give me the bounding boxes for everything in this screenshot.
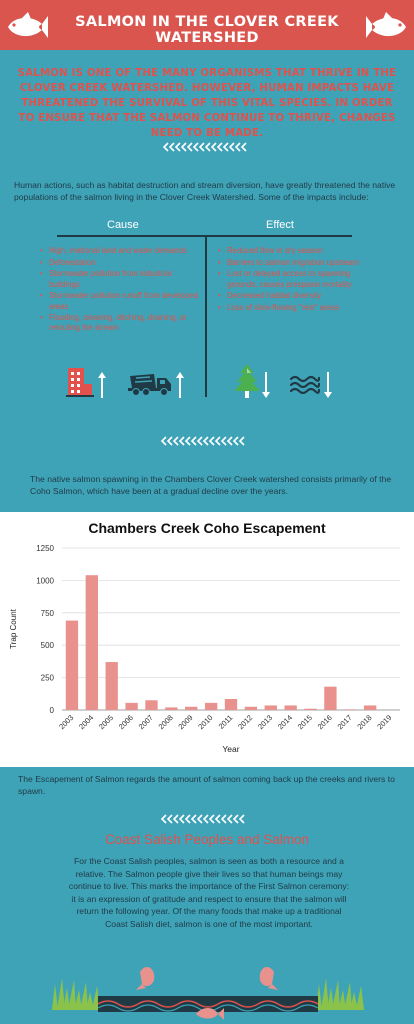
y-tick-label: 1250 <box>36 544 54 553</box>
cause-item: Flooding, cleaning, ditching, draining, … <box>40 313 200 333</box>
cause-effect-rule <box>57 235 352 237</box>
jumping-salmon-icon <box>259 966 278 990</box>
bar <box>284 705 297 710</box>
jumping-salmon-icon <box>136 966 155 990</box>
salish-title: Coast Salish Peoples and Salmon <box>104 832 310 847</box>
bar <box>264 705 277 710</box>
effect-item: Reduced flow in dry season <box>218 246 368 256</box>
bar <box>165 707 178 710</box>
arrow-up-icon <box>176 372 184 398</box>
chevron-divider <box>160 814 245 824</box>
x-tick-label: 2009 <box>176 713 194 731</box>
bar <box>364 705 377 710</box>
bar <box>344 709 357 710</box>
x-tick-label: 2016 <box>316 713 334 731</box>
y-tick-label: 250 <box>41 674 55 683</box>
cause-heading: Cause <box>107 219 139 231</box>
x-tick-label: 2018 <box>355 713 373 731</box>
x-tick-label: 2003 <box>57 713 75 731</box>
salmon-left-icon <box>8 12 48 38</box>
y-tick-label: 750 <box>41 609 55 618</box>
cause-item: Stormwater pollution runoff from develop… <box>40 291 200 311</box>
effect-heading: Effect <box>266 219 294 231</box>
cause-effect-divider <box>205 237 207 397</box>
tree-icon <box>234 364 260 398</box>
y-tick-label: 1000 <box>36 576 54 585</box>
salmon-right-icon <box>366 12 406 38</box>
bar <box>304 708 317 710</box>
bar <box>125 702 138 710</box>
x-tick-label: 2019 <box>375 713 393 731</box>
chevron-divider <box>160 436 245 446</box>
chevron-divider <box>162 142 247 152</box>
x-tick-label: 2007 <box>137 713 155 731</box>
bar <box>145 700 158 710</box>
x-tick-label: 2008 <box>157 713 175 731</box>
x-tick-label: 2004 <box>77 713 95 731</box>
factory-icon <box>66 368 94 397</box>
effect-item: Lost or delayed access to spawning groun… <box>218 269 368 289</box>
x-tick-label: 2014 <box>276 713 294 731</box>
cause-item: Deforestation <box>40 258 200 268</box>
grass-right-icon <box>316 978 364 1010</box>
salish-text: For the Coast Salish peoples, salmon is … <box>68 856 350 929</box>
cause-item: Stormwater pollution from industrial bui… <box>40 269 200 289</box>
water-waves-icon <box>290 375 320 394</box>
y-tick-label: 0 <box>50 706 55 715</box>
effect-list: Reduced flow in dry season Barriers to s… <box>218 246 368 315</box>
arrow-down-icon <box>262 372 270 398</box>
x-tick-label: 2010 <box>196 713 214 731</box>
bar <box>105 662 118 710</box>
x-tick-label: 2006 <box>117 713 135 731</box>
bar <box>244 706 258 710</box>
chart-panel: Chambers Creek Coho Escapement 0 250 500 75… <box>0 512 414 767</box>
cement-truck-icon <box>128 374 171 396</box>
effect-item: Barriers to salmon migration upstream <box>218 258 368 268</box>
x-tick-label: 2012 <box>236 713 254 731</box>
y-axis-label: Trap Count <box>9 608 18 649</box>
cause-list: High, irrational land and water demands … <box>40 246 200 335</box>
bar <box>224 698 238 710</box>
x-axis-label: Year <box>222 744 239 754</box>
escapement-text: The Escapement of Salmon regards the amo… <box>18 774 395 796</box>
header-banner: Salmon in the Clover Creek Watershed <box>0 0 414 50</box>
river-illustration <box>52 966 364 1020</box>
cause-item: High, irrational land and water demands <box>40 246 200 256</box>
effect-item: Loss of slow-flowing "rest" areas <box>218 303 368 313</box>
bar <box>324 686 337 710</box>
page-title: Salmon in the Clover Creek Watershed <box>75 14 339 46</box>
bar <box>65 620 79 710</box>
grass-left-icon <box>52 978 100 1010</box>
swimming-salmon-icon <box>196 1008 224 1020</box>
spawning-text: The native salmon spawning in the Chambe… <box>30 474 392 496</box>
chart-title: Chambers Creek Coho Escapement <box>88 520 326 536</box>
y-tick-label: 500 <box>41 641 55 650</box>
bar <box>185 706 198 710</box>
bar <box>204 702 218 710</box>
impacts-intro: Human actions, such as habitat destructi… <box>14 180 396 202</box>
x-tick-label: 2011 <box>217 713 235 731</box>
effect-item: Decreased habitat diversity <box>218 291 368 301</box>
bar <box>85 575 98 710</box>
intro-text: Salmon is one of the many organisms that… <box>17 68 397 139</box>
x-tick-label: 2013 <box>256 713 274 731</box>
x-tick-label: 2005 <box>97 713 115 731</box>
x-tick-label: 2015 <box>296 713 314 731</box>
arrow-up-icon <box>98 372 106 398</box>
x-tick-label: 2017 <box>336 713 354 731</box>
arrow-down-icon <box>324 372 332 398</box>
